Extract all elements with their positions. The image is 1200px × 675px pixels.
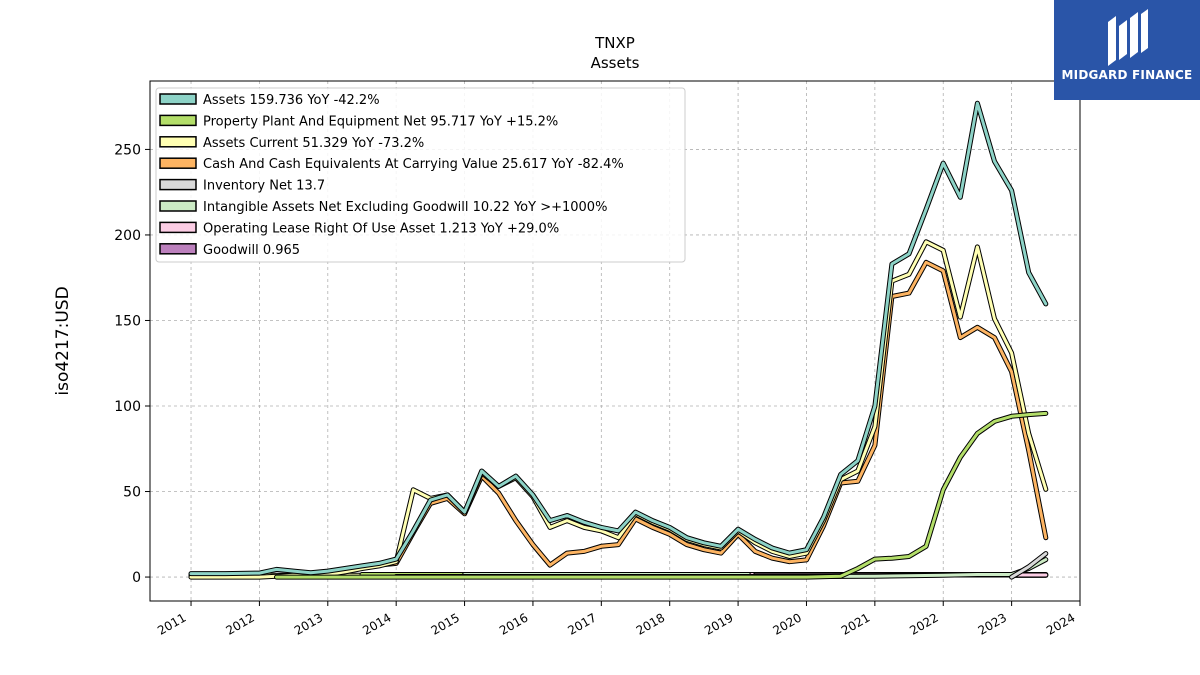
- x-tick-label: 2024: [1044, 610, 1077, 637]
- x-tick-label: 2016: [497, 610, 530, 637]
- x-tick-label: 2021: [839, 610, 872, 637]
- legend-label: Assets 159.736 YoY -42.2%: [203, 93, 380, 108]
- x-tick-label: 2011: [155, 610, 188, 637]
- legend-label: Inventory Net 13.7: [203, 179, 325, 194]
- y-axis-label: iso4217:USD: [53, 286, 73, 395]
- legend-swatch: [159, 221, 197, 234]
- legend-swatch: [159, 243, 197, 255]
- x-tick-label: 2014: [360, 610, 393, 637]
- legend-label: Cash And Cash Equivalents At Carrying Va…: [203, 157, 624, 172]
- y-tick-label: 0: [132, 570, 141, 586]
- legend-swatch: [159, 114, 197, 127]
- legend-label: Intangible Assets Net Excluding Goodwill…: [203, 200, 607, 215]
- y-tick-label: 150: [114, 313, 141, 329]
- legend-swatch: [159, 200, 197, 212]
- x-tick-label: 2022: [907, 610, 940, 637]
- legend-swatch: [159, 157, 197, 169]
- y-tick-label: 50: [123, 485, 141, 501]
- x-tick-label: 2017: [565, 610, 598, 637]
- y-tick-label: 250: [114, 142, 141, 158]
- legend-box: [155, 87, 686, 263]
- legend-swatch: [159, 178, 197, 191]
- brand-name: MIDGARD FINANCE: [1061, 68, 1193, 82]
- y-tick-label: 200: [114, 228, 141, 244]
- x-tick-label: 2012: [223, 610, 256, 637]
- series-line: [275, 411, 1048, 579]
- brand-logo-icon: [1108, 9, 1148, 66]
- x-tick-label: 2015: [429, 610, 462, 637]
- series-line: [1010, 552, 1048, 579]
- x-tick-label: 2019: [702, 610, 735, 637]
- series-line-outline: [325, 259, 1049, 575]
- series-line: [326, 260, 1048, 574]
- series-lines: [188, 100, 1049, 580]
- legend-label: Goodwill 0.965: [203, 243, 300, 258]
- legend-label: Operating Lease Right Of Use Asset 1.213…: [203, 221, 559, 236]
- legend-label: Assets Current 51.329 YoY -73.2%: [203, 136, 424, 151]
- series-line-outline: [274, 410, 1049, 580]
- legend: Assets 159.736 YoY -42.2% Property Plant …: [155, 87, 686, 263]
- x-tick-label: 2013: [292, 610, 325, 637]
- series-line: [189, 101, 1048, 576]
- legend-label: Property Plant And Equipment Net 95.717 …: [203, 114, 558, 129]
- series-line: [189, 240, 1048, 579]
- y-tick-label: 100: [114, 399, 141, 415]
- x-tick-label: 2023: [976, 610, 1009, 637]
- series-line-outline: [188, 239, 1049, 580]
- x-tick-label: 2018: [634, 610, 667, 637]
- legend-swatch: [159, 136, 197, 148]
- brand-logo: MIDGARD FINANCE: [1054, 0, 1200, 100]
- plot-frame: [149, 80, 1081, 602]
- chart-subtitle: Assets: [591, 54, 640, 72]
- x-tick-label: 2020: [771, 610, 804, 637]
- legend-swatch: [159, 93, 197, 105]
- chart-title: TNXP: [594, 34, 635, 52]
